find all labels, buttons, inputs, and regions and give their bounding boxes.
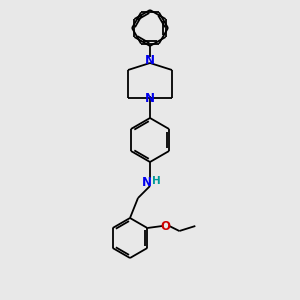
Text: H: H: [152, 176, 160, 186]
Text: N: N: [145, 53, 155, 67]
Text: O: O: [160, 220, 170, 232]
Text: N: N: [145, 92, 155, 104]
Text: N: N: [142, 176, 152, 188]
